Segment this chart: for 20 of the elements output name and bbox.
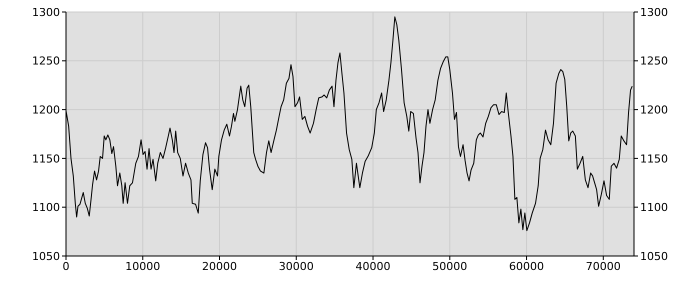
x-tick-label: 0 [62,260,70,273]
y2-tick-label: 1250 [640,54,668,68]
y2-tick-label: 1150 [640,152,668,166]
y-tick-label: 1050 [32,250,60,263]
x-tick-label: 40000 [356,260,391,273]
x-tick-label: 20000 [202,260,238,273]
y2-tick-label: 1050 [640,250,668,263]
x-tick-label: 50000 [432,260,468,273]
y2-tick-label: 1300 [640,6,668,19]
y-tick-label: 1250 [32,54,60,68]
y-tick-label: 1200 [32,104,60,117]
y2-tick-label: 1200 [640,104,668,117]
y-tick-label: 1150 [32,152,60,166]
y-tick-label: 1100 [32,201,60,214]
y-tick-label: 1300 [32,6,60,19]
x-tick-label: 70000 [586,260,621,273]
y2-tick-label: 1100 [640,201,668,214]
x-tick-label: 10000 [125,260,160,273]
x-tick-label: 30000 [278,260,314,273]
x-tick-label: 60000 [509,260,544,273]
